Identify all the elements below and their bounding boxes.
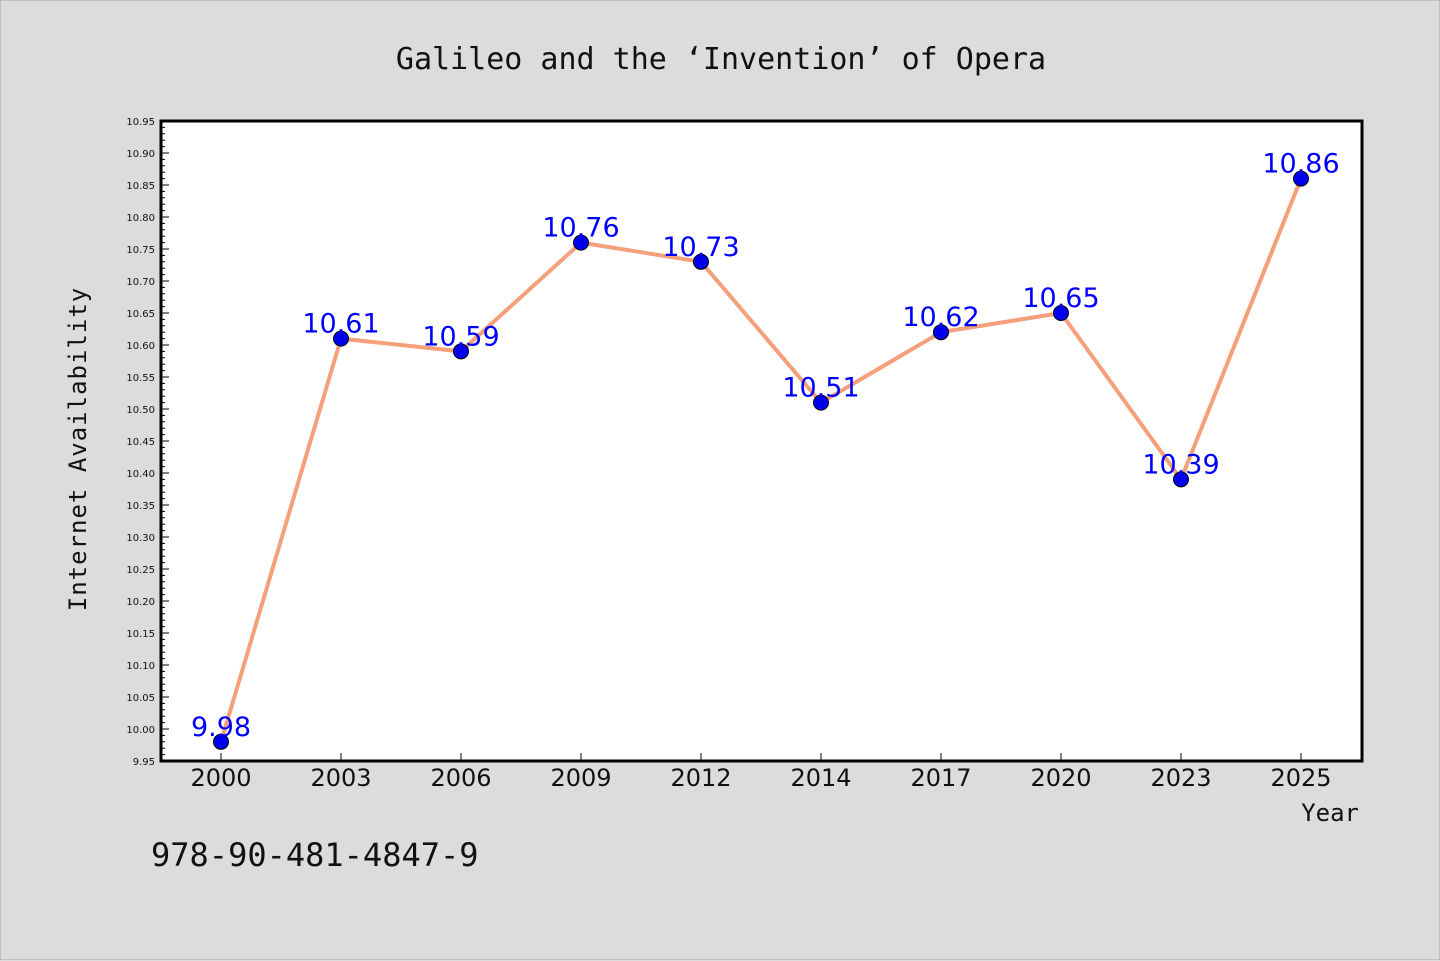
series-line: [219, 177, 1303, 743]
y-tick-label: 10.15: [126, 629, 155, 640]
data-point: [1053, 305, 1069, 321]
data-point: [813, 394, 829, 411]
data-label: 10.65: [1022, 283, 1099, 314]
x-tick-label: 2023: [1150, 764, 1211, 792]
y-axis: 9.95 10.00 10.05 10.10 10.15 10.20 10.25 10.30 1…: [126, 117, 169, 768]
y-tick-label: 10.60: [126, 341, 155, 352]
y-tick-label: 10.95: [126, 117, 155, 128]
y-tick-label: 10.75: [126, 245, 155, 256]
chart-title: Galileo and the ‘Invention’ of Opera: [396, 42, 1046, 77]
y-tick-label: 10.25: [126, 565, 155, 576]
y-tick-label: 10.90: [126, 149, 155, 160]
y-tick-label: 10.50: [126, 405, 155, 416]
data-label: 10.76: [542, 213, 619, 244]
y-tick-label: 10.00: [126, 725, 155, 736]
data-label: 10.51: [782, 373, 859, 404]
data-point: [1293, 170, 1309, 187]
x-tick-label: 2014: [790, 764, 851, 792]
x-tick-label: 2003: [310, 764, 371, 792]
data-label: 10.39: [1142, 449, 1219, 480]
y-tick-label: 10.55: [126, 373, 155, 384]
data-point: [333, 330, 349, 347]
y-axis-label: Internet Availability: [64, 287, 92, 611]
y-tick-label: 10.35: [126, 501, 155, 512]
y-tick-label: 10.20: [126, 597, 155, 608]
y-tick-label: 10.65: [126, 309, 155, 320]
data-point: [213, 733, 229, 750]
x-tick-label: 2012: [670, 764, 731, 792]
y-tick-label: 10.85: [126, 181, 155, 192]
data-point: [693, 253, 709, 270]
x-tick-label: 2025: [1270, 764, 1331, 792]
y-tick-label: 10.40: [126, 469, 155, 480]
data-label: 9.98: [191, 712, 251, 743]
x-tick-label: 2006: [430, 764, 491, 792]
x-axis: 2000 2003 2006 2009 2012 2014 2017 2020 2023 2025: [190, 753, 1332, 792]
x-axis-label: Year: [1301, 799, 1359, 827]
y-tick-label: 10.70: [126, 277, 155, 288]
isbn-text: 978-90-481-4847-9: [151, 836, 479, 874]
data-label: 10.61: [302, 309, 379, 340]
data-point: [933, 324, 949, 341]
y-tick-label: 10.10: [126, 661, 155, 672]
data-label: 10.62: [902, 302, 979, 333]
x-tick-label: 2017: [910, 764, 971, 792]
y-tick-label: 10.30: [126, 533, 155, 544]
data-point: [573, 234, 589, 251]
data-label: 10.59: [422, 321, 499, 352]
y-tick-label: 10.45: [126, 437, 155, 448]
y-tick-label: 10.80: [126, 213, 155, 224]
plot-area: [159, 119, 1364, 763]
x-tick-label: 2009: [550, 764, 611, 792]
x-tick-label: 2000: [190, 764, 251, 792]
data-point: [1173, 471, 1189, 488]
data-label: 10.73: [662, 232, 739, 263]
data-point: [453, 343, 469, 360]
data-markers: [213, 170, 1309, 750]
data-labels: 9.98 10.61 10.59 10.76 10.73 10.51 10.62 10.65 1…: [191, 149, 1340, 743]
y-tick-label: 9.95: [133, 757, 155, 768]
x-tick-label: 2020: [1030, 764, 1091, 792]
y-tick-label: 10.05: [126, 693, 155, 704]
data-label: 10.86: [1262, 149, 1339, 180]
